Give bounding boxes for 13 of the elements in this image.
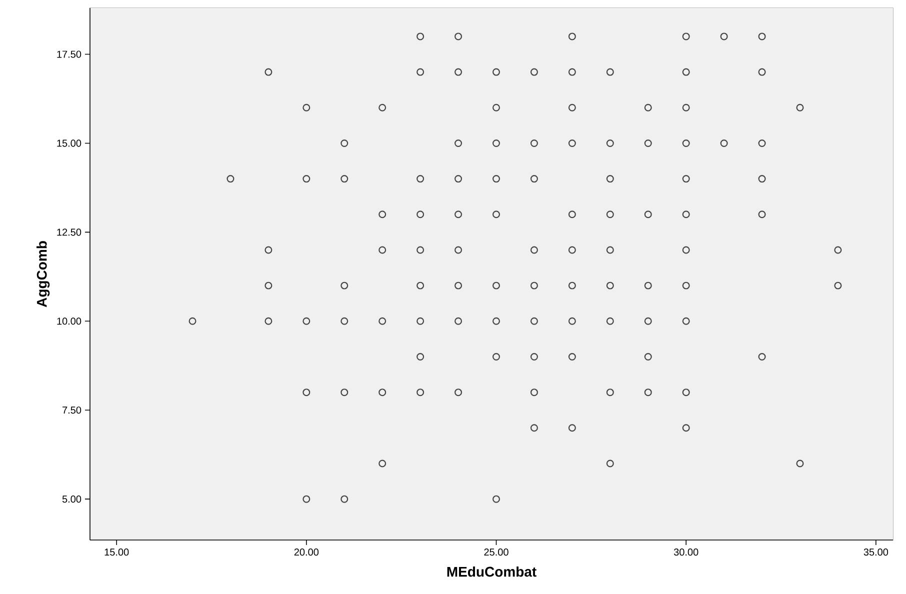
x-tick-label: 35.00: [864, 548, 888, 556]
y-tick-label: 12.50: [57, 228, 82, 236]
x-tick-label: 30.00: [674, 548, 698, 556]
y-tick-label: 17.50: [57, 50, 82, 58]
y-tick-label: 5.00: [62, 496, 82, 503]
y-tick-label: 10.00: [57, 318, 82, 325]
x-axis-title: MEduCombat: [447, 566, 536, 577]
y-tick-label: 7.50: [62, 406, 82, 414]
y-tick-label: 15.00: [57, 140, 82, 147]
x-tick-label: 20.00: [294, 548, 319, 556]
x-tick-label: 25.00: [484, 548, 508, 556]
y-axis-title: AggComb: [36, 241, 50, 308]
x-tick-label: 15.00: [104, 548, 129, 556]
